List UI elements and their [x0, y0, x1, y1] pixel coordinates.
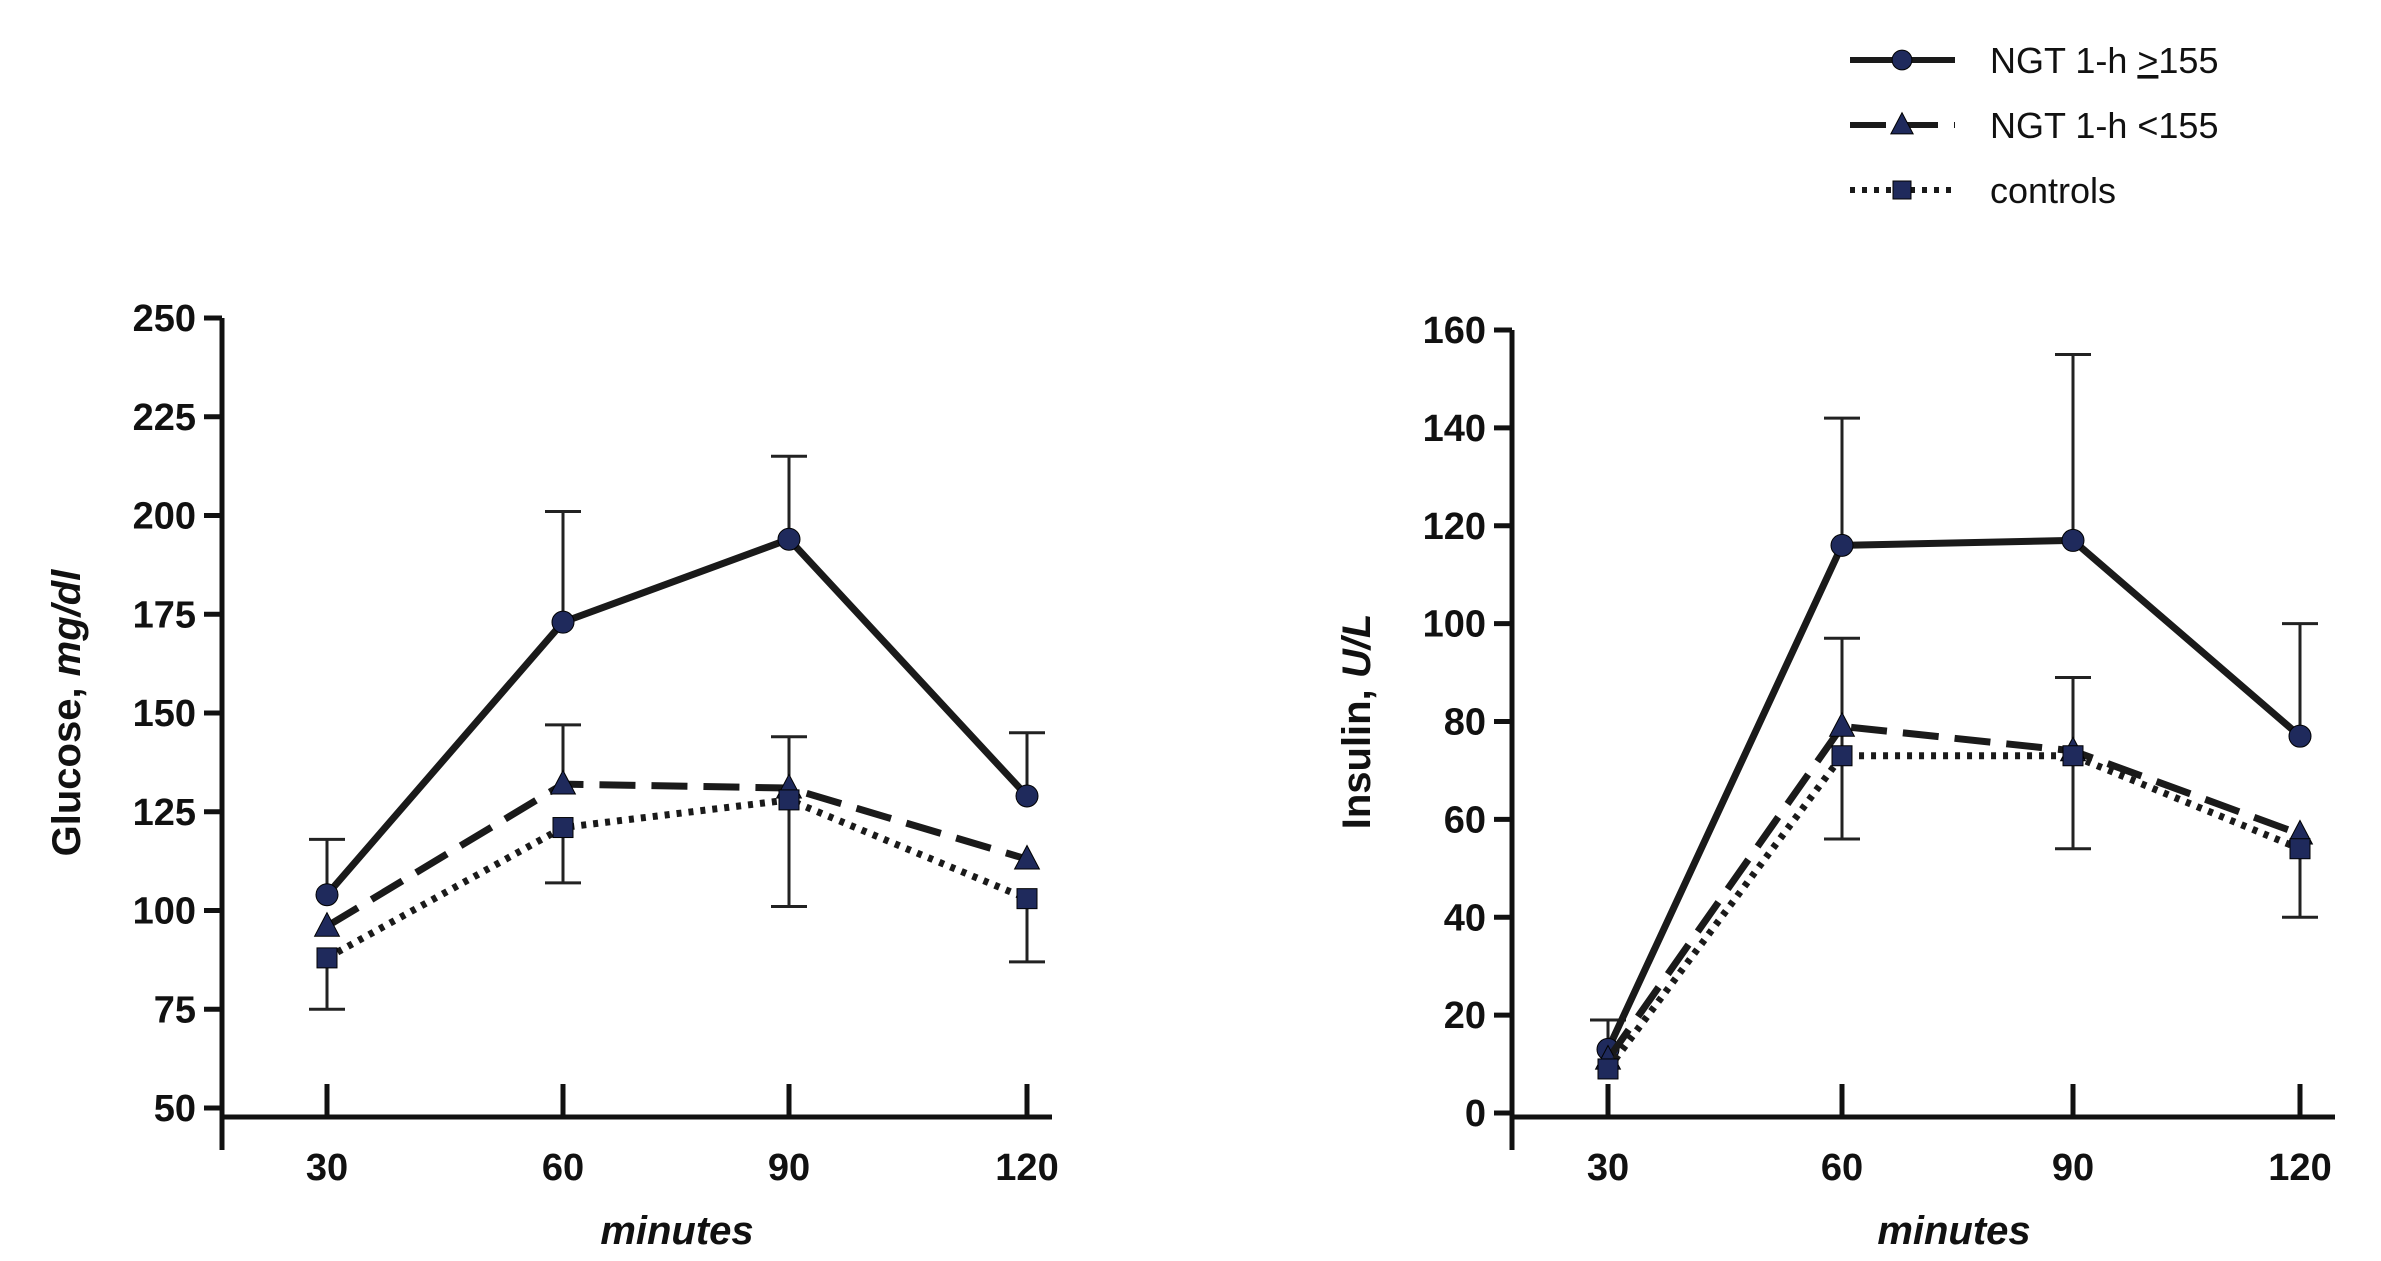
legend-label-text: NGT 1-h [1990, 40, 2137, 81]
glucose-x-tick-label: 60 [542, 1147, 584, 1189]
insulin-controls-line [1605, 752, 2302, 1072]
glucose-y-tick-label: 125 [133, 792, 196, 834]
glucose-y-tick-label: 150 [133, 693, 196, 735]
insulin-y-tick-label: 160 [1423, 310, 1486, 352]
glucose-controls-line [325, 796, 1029, 961]
glucose-controls-point [552, 817, 574, 839]
legend: NGT 1-h >155 NGT 1-h <155 controls [1850, 40, 2218, 211]
insulin-ngt-low-point [1828, 711, 1856, 737]
glucose-ngt-high-point [551, 610, 575, 634]
glucose-x-tick-label: 90 [768, 1147, 810, 1189]
glucose-x-axis-title: minutes [600, 1209, 753, 1253]
glucose-ngt-high-point [315, 883, 339, 907]
legend-label-text: NGT 1-h <155 [1990, 105, 2218, 146]
insulin-x-tick-label: 30 [1587, 1147, 1629, 1189]
insulin-series-ngt-low [1594, 636, 2318, 1070]
insulin-series-ngt-high [1590, 352, 2318, 1061]
legend-label-ngt-high: NGT 1-h >155 [1990, 40, 2218, 81]
glucose-series-ngt-low [313, 723, 1041, 937]
glucose-chart: 50 75 100 125 150 175 200 225 250 30 60 90 120 minute… [45, 298, 1059, 1253]
insulin-y-tick-label: 140 [1423, 408, 1486, 450]
legend-marker-ngt-high [1891, 49, 1913, 71]
glucose-ngt-low-point [313, 911, 341, 937]
insulin-chart: 0 20 40 60 80 100 120 140 160 30 60 90 120 minutes Ins… [1335, 310, 2335, 1253]
insulin-ngt-high-point [2288, 724, 2312, 748]
insulin-ngt-low-line [1605, 722, 2302, 1062]
legend-label-suffix: 155 [2158, 40, 2218, 81]
insulin-x-tick-label: 90 [2052, 1147, 2094, 1189]
insulin-y-tick-label: 120 [1423, 506, 1486, 548]
insulin-controls-point [2062, 745, 2084, 767]
glucose-x-tick-label: 120 [995, 1147, 1058, 1189]
insulin-ngt-high-point [2061, 528, 2085, 552]
glucose-ngt-low-line [325, 780, 1029, 930]
glucose-ngt-high-line [324, 535, 1030, 897]
legend-marker-controls [1892, 180, 1912, 200]
insulin-controls-point [2289, 838, 2311, 860]
insulin-ngt-high-line [1604, 536, 2303, 1051]
glucose-controls-point [316, 947, 338, 969]
legend-label-text: controls [1990, 170, 2116, 211]
insulin-x-axis-title: minutes [1877, 1209, 2030, 1253]
insulin-y-axis-title: Insulin, U/L [1335, 614, 1379, 830]
glucose-y-axis-title-main: Glucose, [45, 676, 89, 856]
glucose-ngt-low-point [1013, 844, 1041, 870]
insulin-x-tick-label: 120 [2268, 1147, 2331, 1189]
legend-label-ngt-low: NGT 1-h <155 [1990, 105, 2218, 146]
insulin-x-tick-label: 60 [1821, 1147, 1863, 1189]
glucose-controls-point [778, 789, 800, 811]
glucose-x-tick-label: 30 [306, 1147, 348, 1189]
legend-marker-ngt-low [1890, 111, 1914, 135]
insulin-y-axis-title-unit: U/L [1335, 614, 1379, 678]
glucose-y-tick-label: 50 [154, 1088, 196, 1130]
glucose-ngt-low-point [549, 769, 577, 795]
insulin-y-tick-label: 40 [1444, 897, 1486, 939]
glucose-ngt-high-point [1015, 784, 1039, 808]
insulin-y-tick-label: 60 [1444, 799, 1486, 841]
legend-label-controls: controls [1990, 170, 2116, 211]
insulin-controls-point [1831, 745, 1853, 767]
legend-label-symbol: > [2137, 40, 2158, 81]
glucose-controls-point [1016, 888, 1038, 910]
glucose-y-tick-label: 100 [133, 891, 196, 933]
glucose-y-axis-title-unit: mg/dl [45, 569, 89, 677]
insulin-y-tick-label: 80 [1444, 702, 1486, 744]
insulin-y-tick-label: 100 [1423, 604, 1486, 646]
insulin-y-tick-label: 20 [1444, 995, 1486, 1037]
glucose-series-controls [309, 789, 1045, 1011]
glucose-y-tick-label: 250 [133, 298, 196, 340]
glucose-y-tick-label: 225 [133, 397, 196, 439]
glucose-y-tick-label: 200 [133, 496, 196, 538]
glucose-y-tick-label: 175 [133, 594, 196, 636]
insulin-controls-point [1597, 1058, 1619, 1080]
glucose-y-tick-label: 75 [154, 989, 196, 1031]
glucose-ngt-high-point [777, 527, 801, 551]
insulin-y-tick-label: 0 [1465, 1093, 1486, 1135]
glucose-series-ngt-high [309, 454, 1045, 907]
insulin-series-controls [1597, 745, 2311, 1080]
glucose-y-axis-title: Glucose, mg/dl [45, 569, 89, 857]
insulin-ngt-high-point [1830, 533, 1854, 557]
insulin-y-axis-title-main: Insulin, [1335, 678, 1379, 829]
